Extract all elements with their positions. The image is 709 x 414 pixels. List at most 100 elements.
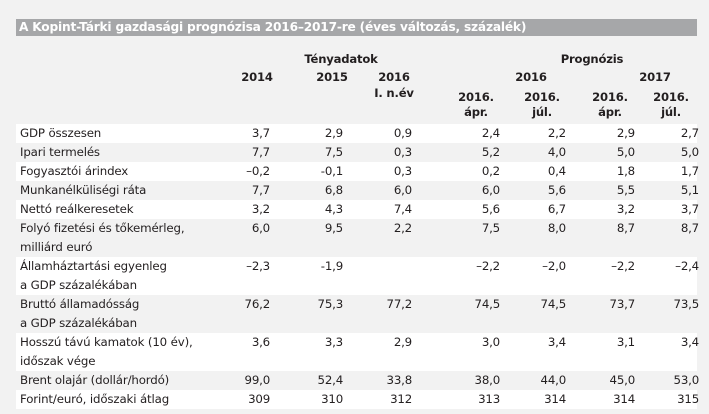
cell-2017-jul: 2,7 [680,126,699,140]
cell-2016-actual: 0,3 [393,145,412,159]
row-label: Nettó reálkeresetek [20,202,134,216]
cell-2014: –2,3 [246,259,270,273]
header-year-2015: 2015 [316,70,348,84]
cell-2016-apr: 5,6 [481,202,500,216]
cell-2016-jul: 5,6 [547,183,566,197]
cell-2014: 3,6 [251,335,270,349]
header-forecast-col-1-line1: 2016. [458,90,494,104]
cell-2017-jul: 315 [677,392,699,406]
row-label: Államháztartási egyenleg a GDP százaléká… [20,259,167,292]
cell-2017-jul: 8,7 [680,221,699,235]
cell-2016-jul: 0,4 [547,164,566,178]
cell-2016-jul: –2,0 [542,259,566,273]
table-row-budget-balance: Államháztartási egyenleg a GDP százaléká… [16,257,699,295]
cell-2016-apr: 7,5 [481,221,500,235]
cell-2017-apr: 3,2 [616,202,635,216]
cell-2017-jul: 53,0 [673,373,700,387]
data-table: GDP összesen 3,7 2,9 0,9 2,4 2,2 2,9 2,7… [16,124,700,409]
cell-2017-jul: 3,7 [680,202,699,216]
cell-2017-jul: 3,4 [680,335,699,349]
cell-2016-actual: 7,4 [393,202,412,216]
table-row-gross-public-debt: Bruttó államadósság a GDP százalékában 7… [16,295,699,333]
cell-2016-jul: 3,4 [547,335,566,349]
cell-2016-jul: 8,0 [547,221,566,235]
cell-2016-apr: 38,0 [474,373,501,387]
cell-2014: 99,0 [244,373,271,387]
table-row-brent-oil: Brent olajár (dollár/hordó) 99,0 52,4 33… [16,371,700,390]
row-label: Munkanélküliségi ráta [20,183,147,197]
row-label: Fogyasztói árindex [20,164,129,178]
row-label: GDP összesen [20,126,102,140]
cell-2016-apr: 6,0 [481,183,500,197]
cell-2016-apr: 313 [478,392,500,406]
row-label: Folyó fizetési és tőkemérleg, milliárd e… [20,221,185,254]
cell-2016-actual: 312 [390,392,412,406]
cell-2016-jul: 4,0 [547,145,566,159]
cell-2016-apr: 2,4 [481,126,500,140]
cell-2016-jul: 2,2 [547,126,566,140]
row-label: Brent olajár (dollár/hordó) [20,373,170,387]
row-label: Hosszú távú kamatok (10 év), időszak vég… [20,335,193,368]
cell-2015: 6,8 [324,183,343,197]
cell-2016-actual: 0,9 [393,126,412,140]
cell-2017-apr: 5,5 [616,183,635,197]
header-forecast-2017: 2017 [639,70,671,84]
header-group-actual: Tényadatok [304,52,378,66]
cell-2016-apr: 5,2 [481,145,500,159]
header-forecast-col-3-line1: 2016. [592,90,628,104]
header-year-2016-actual: 2016 [378,70,410,84]
cell-2015: -0,1 [320,164,343,178]
header-2016-actual-sub: I. n.év [374,86,414,100]
cell-2015: 4,3 [324,202,343,216]
table-row-net-real-wages: Nettó reálkeresetek 3,2 4,3 7,4 5,6 6,7 … [16,200,699,219]
header-forecast-col-1-line2: ápr. [464,105,488,119]
cell-2015: 3,3 [324,335,343,349]
cell-2016-apr: –2,2 [476,259,500,273]
cell-2015: 52,4 [317,373,344,387]
cell-2014: 76,2 [244,297,271,311]
cell-2017-jul: 1,7 [680,164,699,178]
cell-2014: 7,7 [251,183,270,197]
cell-2016-actual: 2,9 [393,335,412,349]
header-forecast-col-4-line1: 2016. [653,90,689,104]
table-row-current-capital-account: Folyó fizetési és tőkemérleg, milliárd e… [16,219,699,257]
cell-2017-apr: 73,7 [609,297,636,311]
table-row-cpi: Fogyasztói árindex –0,2 -0,1 0,3 0,2 0,4… [16,162,699,181]
cell-2016-apr: 0,2 [481,164,500,178]
cell-2014: 309 [248,392,270,406]
cell-2016-jul: 6,7 [547,202,566,216]
cell-2017-jul: 5,0 [680,145,699,159]
row-label: Bruttó államadósság a GDP százalékában [20,297,140,330]
table-row-huf-eur: Forint/euró, időszaki átlag 309 310 312 … [16,390,699,409]
cell-2017-jul: 5,1 [680,183,699,197]
cell-2014: 3,7 [251,126,270,140]
table-title: A Kopint-Tárki gazdasági prognózisa 2016… [16,19,697,36]
table-row-unemployment: Munkanélküliségi ráta 7,7 6,8 6,0 6,0 5,… [16,181,699,200]
cell-2016-actual: 33,8 [386,373,413,387]
cell-2014: –0,2 [246,164,270,178]
header-forecast-2016: 2016 [515,70,547,84]
cell-2014: 3,2 [251,202,270,216]
cell-2015: 75,3 [317,297,344,311]
header-forecast-col-2-line2: júl. [532,105,552,119]
table-row-industrial-production: Ipari termelés 7,7 7,5 0,3 5,2 4,0 5,0 5… [16,143,699,162]
cell-2016-jul: 44,0 [540,373,567,387]
row-label: Ipari termelés [20,145,100,159]
table-row-long-term-rates: Hosszú távú kamatok (10 év), időszak vég… [16,333,699,371]
cell-2017-apr: 2,9 [616,126,635,140]
cell-2017-apr: 3,1 [616,335,635,349]
cell-2017-apr: 45,0 [609,373,636,387]
cell-2016-jul: 314 [544,392,566,406]
cell-2015: 9,5 [324,221,343,235]
cell-2015: 7,5 [324,145,343,159]
header-group-forecast: Prognózis [560,52,624,66]
cell-2017-apr: –2,2 [611,259,635,273]
header-forecast-col-2-line1: 2016. [524,90,560,104]
cell-2016-jul: 74,5 [540,297,567,311]
cell-2015: 2,9 [324,126,343,140]
cell-2017-apr: 314 [613,392,635,406]
cell-2016-actual: 2,2 [393,221,412,235]
cell-2017-apr: 1,8 [616,164,635,178]
cell-2016-actual: 6,0 [393,183,412,197]
cell-2016-apr: 74,5 [474,297,501,311]
